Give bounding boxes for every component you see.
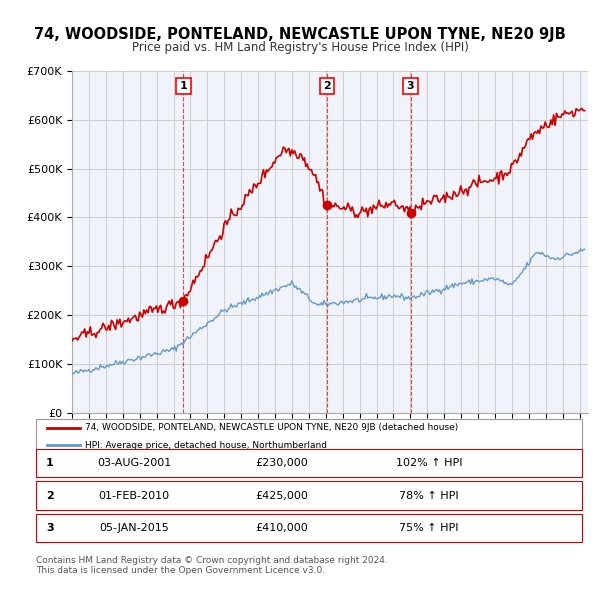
Text: 01-FEB-2010: 01-FEB-2010	[99, 491, 170, 500]
FancyBboxPatch shape	[36, 514, 582, 542]
Text: £410,000: £410,000	[256, 523, 308, 533]
Text: 78% ↑ HPI: 78% ↑ HPI	[400, 491, 459, 500]
Text: 03-AUG-2001: 03-AUG-2001	[97, 458, 172, 468]
Text: 3: 3	[407, 81, 415, 91]
Text: Price paid vs. HM Land Registry's House Price Index (HPI): Price paid vs. HM Land Registry's House …	[131, 41, 469, 54]
Text: 2: 2	[323, 81, 331, 91]
Text: 1: 1	[179, 81, 187, 91]
Text: Contains HM Land Registry data © Crown copyright and database right 2024.
This d: Contains HM Land Registry data © Crown c…	[36, 556, 388, 575]
FancyBboxPatch shape	[36, 449, 582, 477]
Text: 102% ↑ HPI: 102% ↑ HPI	[396, 458, 463, 468]
Text: 74, WOODSIDE, PONTELAND, NEWCASTLE UPON TYNE, NE20 9JB: 74, WOODSIDE, PONTELAND, NEWCASTLE UPON …	[34, 27, 566, 41]
Text: 05-JAN-2015: 05-JAN-2015	[100, 523, 169, 533]
Text: 3: 3	[46, 523, 53, 533]
Text: £230,000: £230,000	[256, 458, 308, 468]
Text: 1: 1	[46, 458, 53, 468]
FancyBboxPatch shape	[36, 419, 582, 454]
Text: 2: 2	[46, 491, 53, 500]
Text: £425,000: £425,000	[255, 491, 308, 500]
Text: 74, WOODSIDE, PONTELAND, NEWCASTLE UPON TYNE, NE20 9JB (detached house): 74, WOODSIDE, PONTELAND, NEWCASTLE UPON …	[85, 423, 458, 432]
Text: HPI: Average price, detached house, Northumberland: HPI: Average price, detached house, Nort…	[85, 441, 327, 450]
Text: 75% ↑ HPI: 75% ↑ HPI	[400, 523, 459, 533]
FancyBboxPatch shape	[36, 481, 582, 510]
